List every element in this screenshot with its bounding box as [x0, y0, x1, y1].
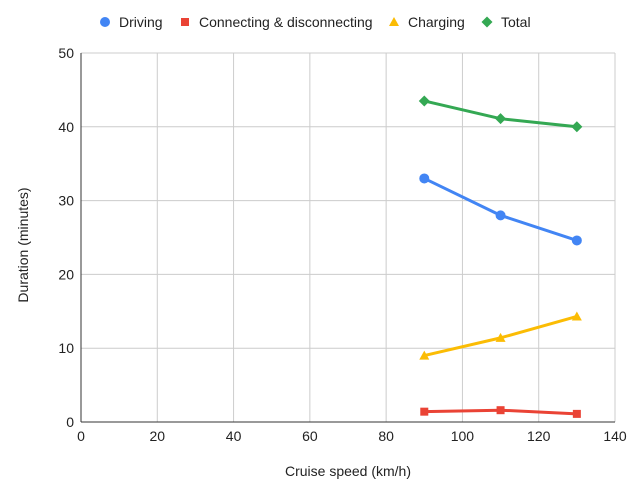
- x-tick-label: 40: [226, 428, 242, 444]
- x-tick-label: 0: [77, 428, 85, 444]
- x-tick-label: 20: [149, 428, 165, 444]
- legend-label: Connecting & disconnecting: [199, 14, 373, 30]
- data-point: [418, 95, 430, 107]
- data-point: [571, 121, 583, 133]
- x-axis-title: Cruise speed (km/h): [285, 463, 411, 479]
- y-tick-label: 50: [58, 45, 74, 61]
- legend-item: Connecting & disconnecting: [181, 14, 373, 30]
- data-point: [419, 173, 430, 184]
- x-tick-label: 100: [451, 428, 475, 444]
- y-tick-label: 20: [58, 266, 74, 282]
- data-point: [495, 113, 507, 125]
- x-tick-label: 140: [603, 428, 627, 444]
- tick-labels: 0 20 40 60 80 100 120 140 0 10 20 30 40 50: [58, 45, 626, 444]
- legend-label: Charging: [408, 14, 465, 30]
- y-axis-title: Duration (minutes): [15, 187, 31, 302]
- x-tick-label: 80: [378, 428, 394, 444]
- data-point: [571, 311, 582, 321]
- series-3: [418, 95, 583, 133]
- legend-marker: [389, 17, 399, 26]
- y-tick-label: 10: [58, 340, 74, 356]
- legend: Driving Connecting & disconnecting Chargin…: [100, 14, 531, 30]
- data-point: [496, 406, 505, 415]
- series-line: [422, 176, 579, 242]
- data-point: [572, 409, 581, 418]
- x-tick-label: 120: [527, 428, 551, 444]
- legend-marker: [100, 17, 110, 27]
- legend-item: Total: [481, 14, 531, 30]
- y-tick-label: 0: [66, 414, 74, 430]
- legend-marker: [481, 16, 493, 28]
- legend-item: Driving: [100, 14, 163, 30]
- legend-label: Driving: [119, 14, 163, 30]
- data-point: [571, 235, 582, 246]
- y-tick-label: 30: [58, 193, 74, 209]
- legend-marker: [181, 18, 189, 26]
- grid: [81, 52, 616, 422]
- x-tick-label: 60: [302, 428, 318, 444]
- legend-label: Total: [501, 14, 531, 30]
- series-0: [419, 173, 582, 246]
- data-point: [495, 332, 506, 342]
- legend-item: Charging: [389, 14, 465, 30]
- axes: [80, 53, 615, 423]
- series-1: [420, 406, 581, 418]
- series: [418, 95, 583, 418]
- data-point: [495, 210, 506, 221]
- series-2: [419, 311, 582, 360]
- data-point: [420, 407, 429, 416]
- y-tick-label: 40: [58, 119, 74, 135]
- data-point: [419, 350, 430, 360]
